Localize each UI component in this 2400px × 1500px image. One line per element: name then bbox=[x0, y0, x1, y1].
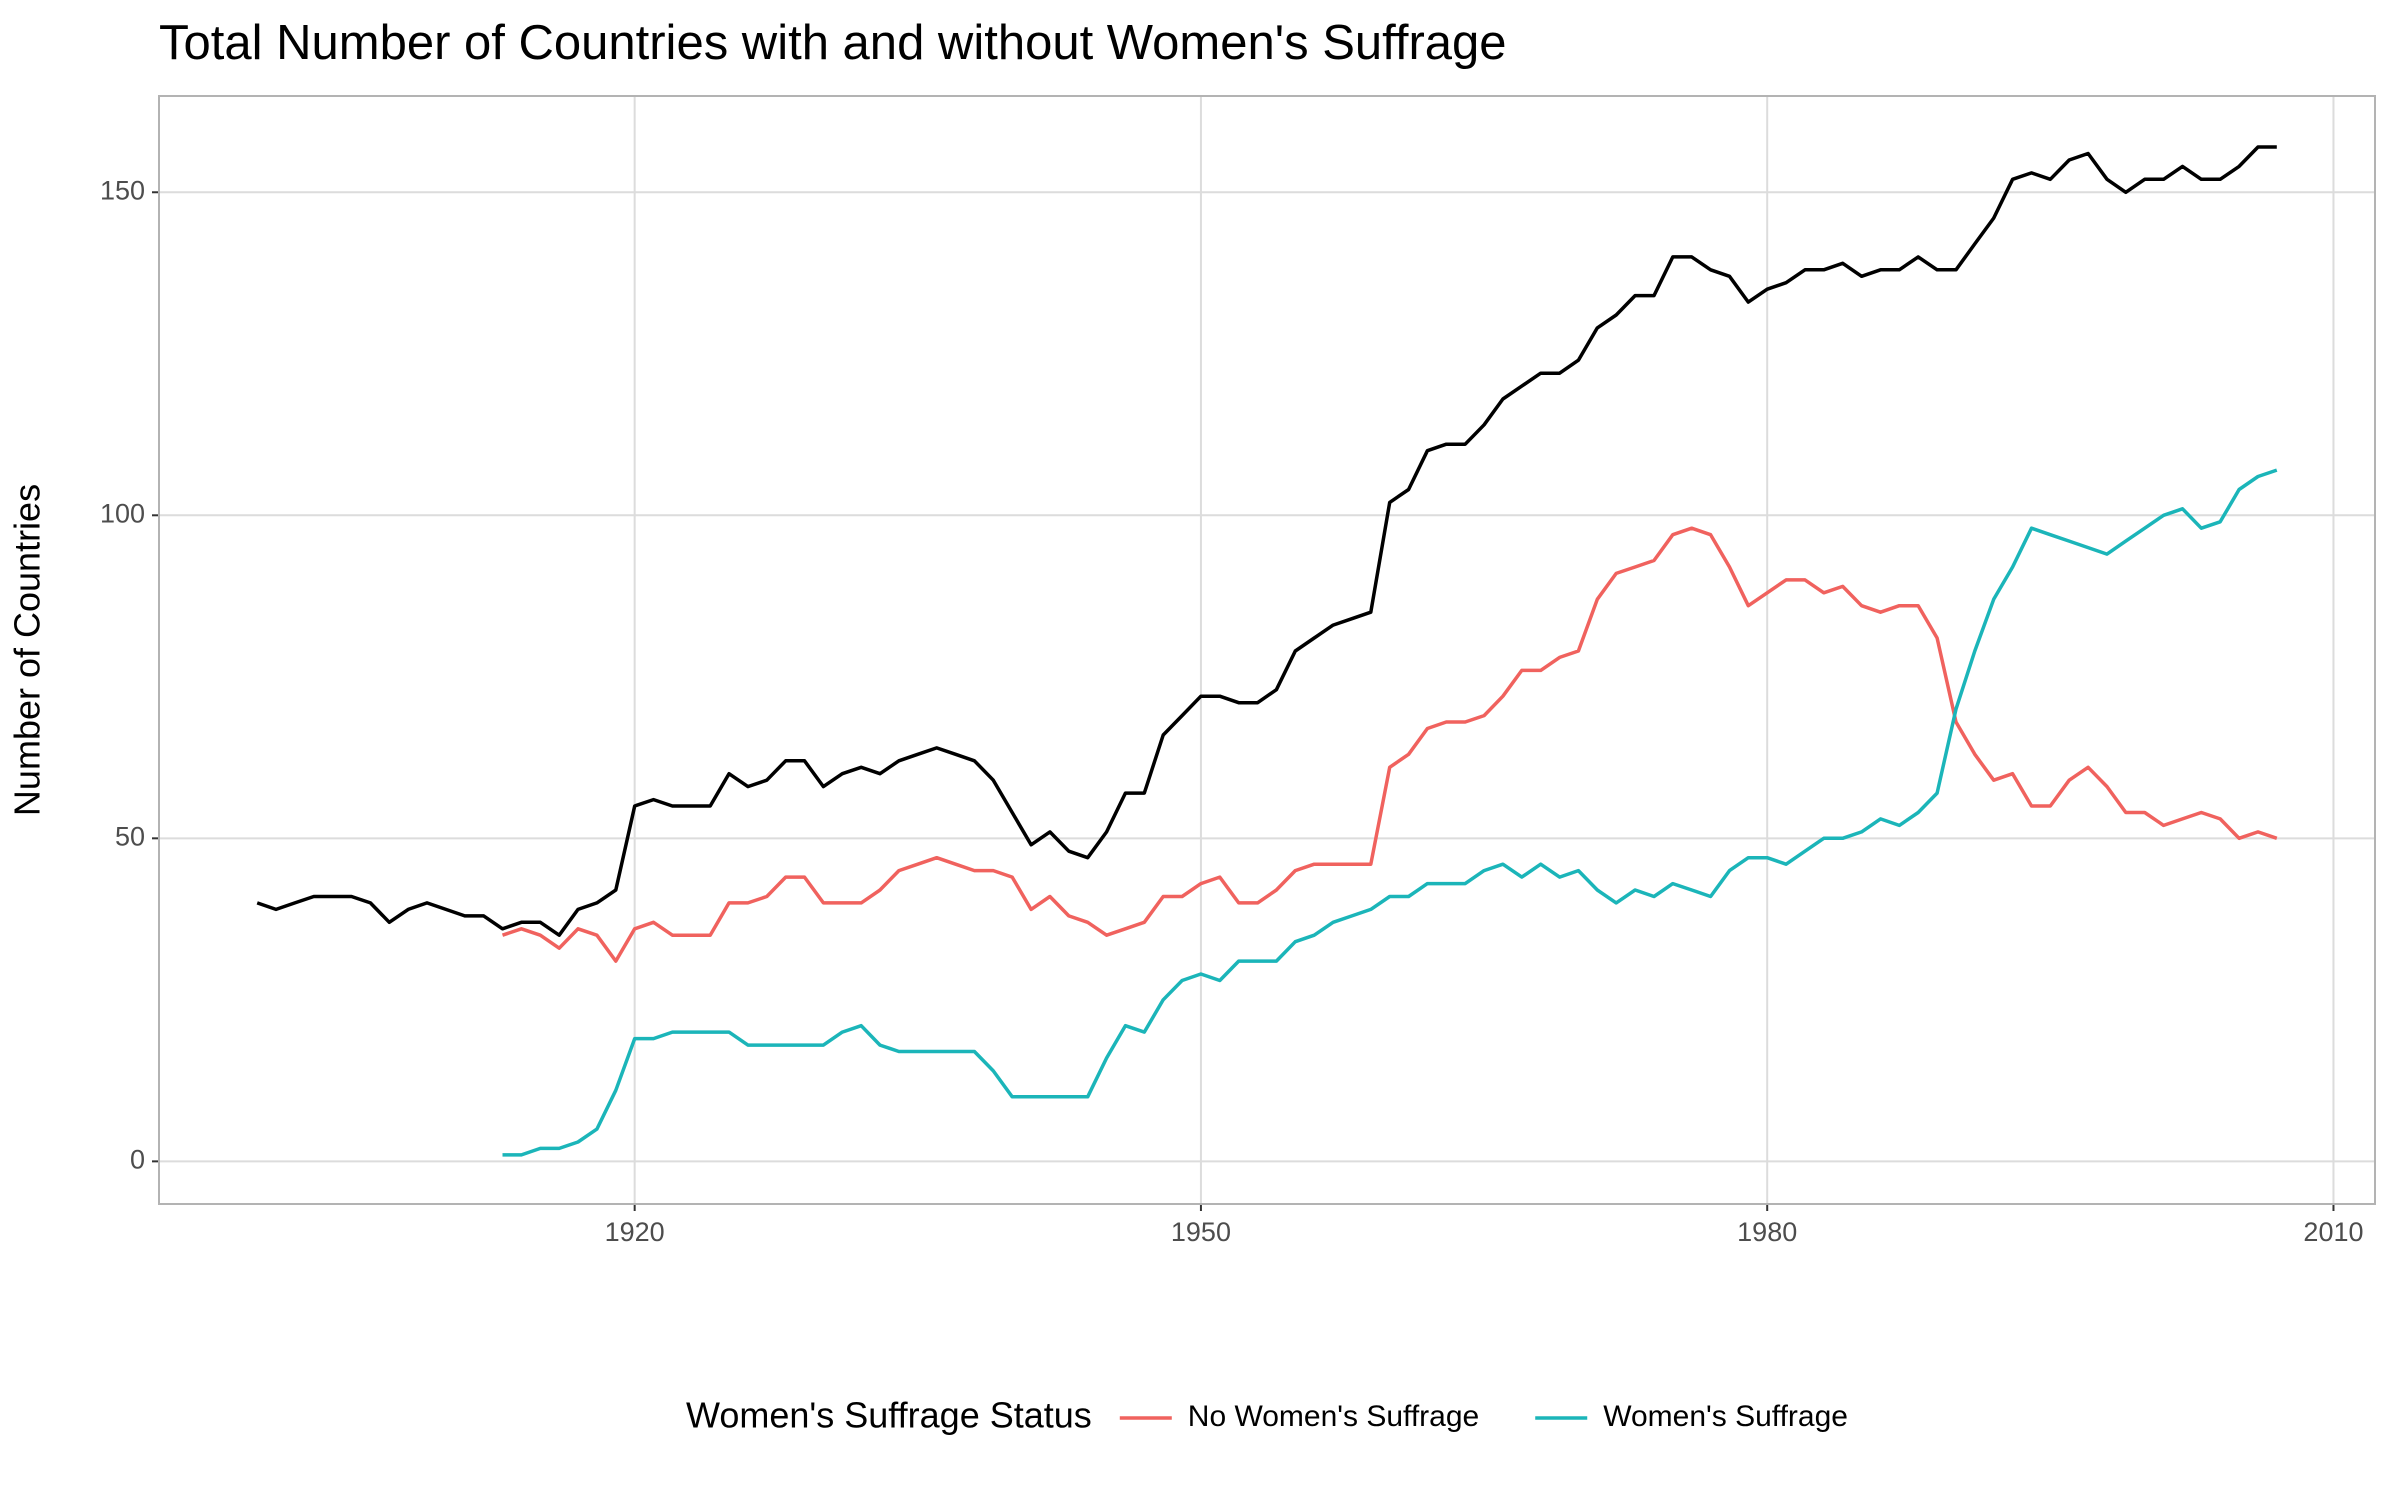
y-tick-label: 150 bbox=[100, 175, 145, 205]
y-tick-label: 100 bbox=[100, 498, 145, 528]
x-tick-label: 1920 bbox=[605, 1217, 665, 1247]
legend-label: Women's Suffrage bbox=[1603, 1400, 1848, 1433]
y-tick-label: 0 bbox=[130, 1144, 145, 1174]
legend-title: Women's Suffrage Status bbox=[686, 1395, 1092, 1436]
series-line bbox=[256, 145, 2277, 937]
y-axis-label: Number of Countries bbox=[7, 484, 48, 816]
series-line bbox=[502, 468, 2278, 1157]
panel-border bbox=[158, 95, 2376, 1205]
x-tick-label: 1950 bbox=[1171, 1217, 1231, 1247]
legend-label: No Women's Suffrage bbox=[1188, 1400, 1479, 1433]
chart-title: Total Number of Countries with and witho… bbox=[159, 16, 1507, 70]
y-tick-label: 50 bbox=[115, 821, 145, 851]
series-line bbox=[501, 526, 2278, 963]
x-tick-label: 2010 bbox=[2303, 1217, 2363, 1247]
x-tick-label: 1980 bbox=[1737, 1217, 1797, 1247]
